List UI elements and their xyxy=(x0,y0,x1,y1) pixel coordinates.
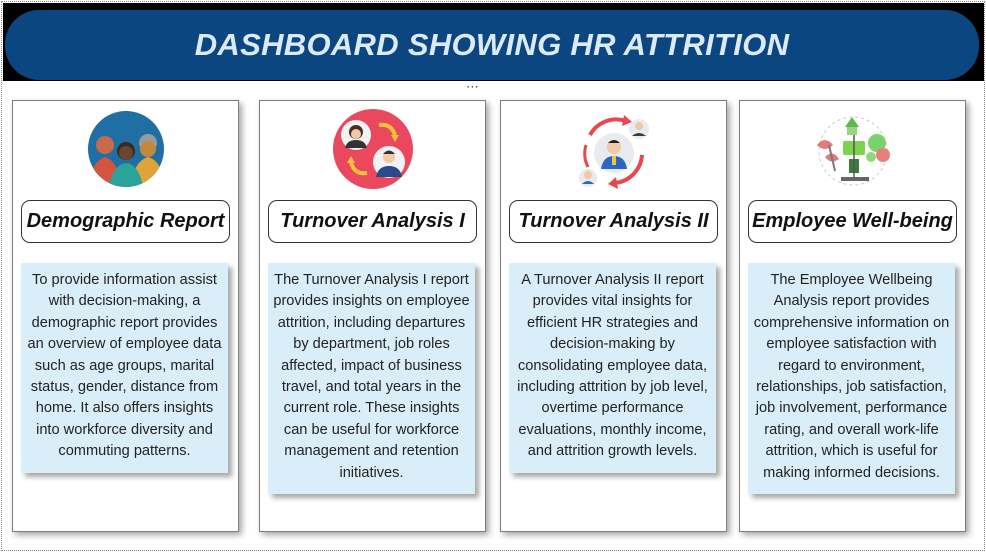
card-title: Demographic Report xyxy=(21,200,230,243)
card-description: To provide information assist with decis… xyxy=(21,263,228,473)
card-demographic-report[interactable]: Demographic Report To provide informatio… xyxy=(12,100,239,532)
card-description: The Turnover Analysis I report provides … xyxy=(268,263,475,495)
wellbeing-plants-icon xyxy=(816,116,890,186)
employee-cycle-icon xyxy=(578,115,649,189)
more-options-button[interactable]: ⋯ xyxy=(461,81,485,99)
diverse-people-icon xyxy=(87,111,164,187)
employee-swap-icon xyxy=(332,109,413,189)
card-description: A Turnover Analysis II report provides v… xyxy=(509,263,716,473)
title-banner: DASHBOARD SHOWING HR ATTRITION xyxy=(5,10,979,80)
card-title: Turnover Analysis I xyxy=(268,200,477,243)
card-description: The Employee Wellbeing Analysis report p… xyxy=(748,263,955,495)
card-turnover-analysis-1[interactable]: Turnover Analysis I The Turnover Analysi… xyxy=(259,100,486,532)
card-employee-well-being[interactable]: Employee Well-being The Employee Wellbei… xyxy=(739,100,966,532)
page-title: DASHBOARD SHOWING HR ATTRITION xyxy=(194,27,790,62)
card-turnover-analysis-2[interactable]: Turnover Analysis II A Turnover Analysis… xyxy=(500,100,727,532)
card-title: Turnover Analysis II xyxy=(509,200,718,243)
card-title: Employee Well-being xyxy=(748,200,957,243)
